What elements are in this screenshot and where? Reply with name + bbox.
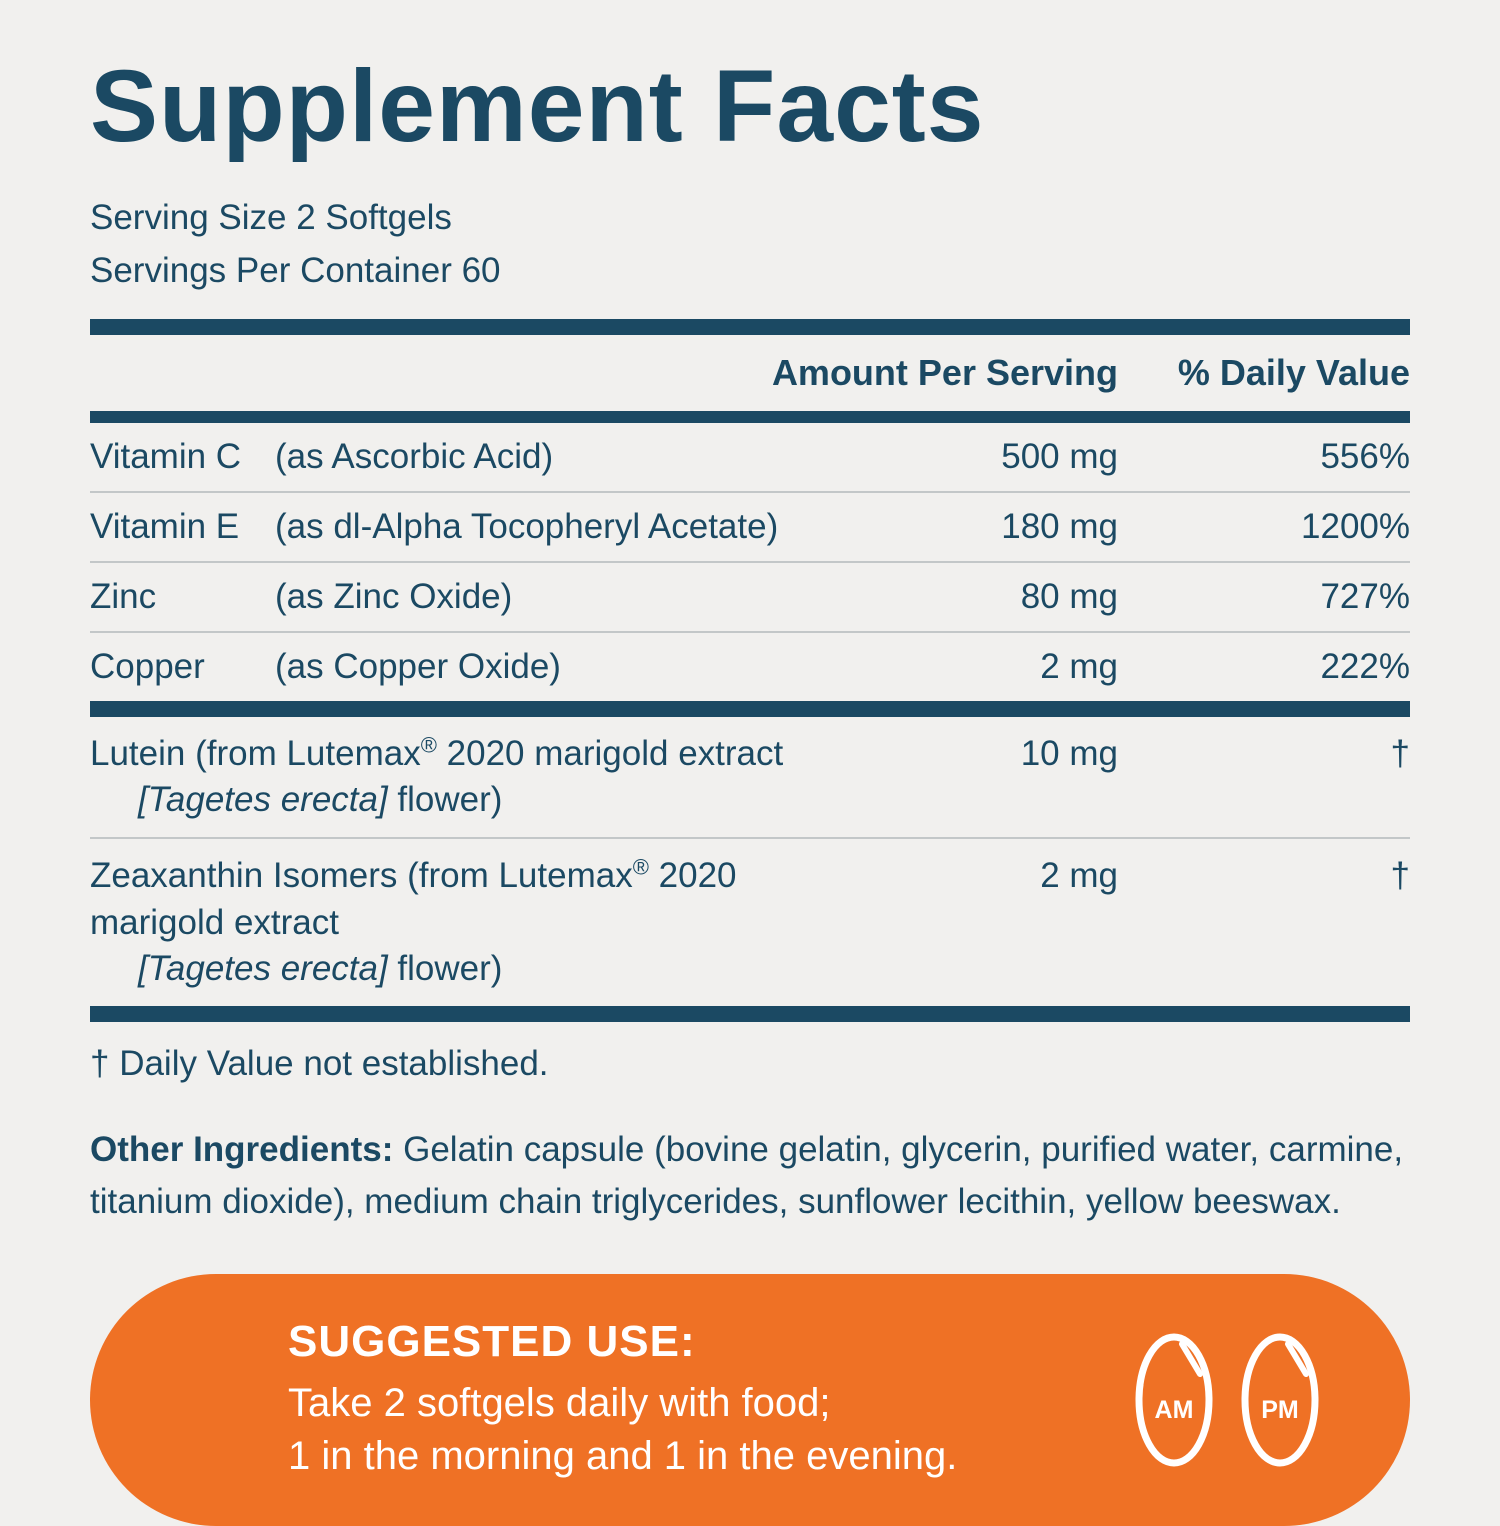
servings-per-container: Servings Per Container 60 [90, 250, 501, 290]
nutrient-form: (as Copper Oxide) [275, 647, 561, 687]
botanical-latin-name: [Tagetes erecta] [138, 780, 388, 820]
ingredient-name: Lutein (from Lutemax® 2020 marigold extr… [90, 732, 784, 820]
nutrient-name: Copper [90, 647, 205, 687]
botanical-table: Lutein (from Lutemax® 2020 marigold extr… [90, 717, 1410, 1006]
nutrient-name: Vitamin E [90, 507, 240, 547]
pm-softgel-icon: PM [1241, 1333, 1319, 1467]
table-header-row: Amount Per Serving % Daily Value [90, 335, 1410, 411]
nutrient-amount: 80 mg [1020, 577, 1118, 617]
am-pm-pill-icons: AM PM [1132, 1328, 1322, 1472]
nutrient-name: Zinc [90, 577, 157, 617]
table-row: Copper (as Copper Oxide) 2 mg 222% [90, 631, 1410, 701]
nutrient-daily-value: 222% [1320, 647, 1410, 687]
column-header-amount: Amount Per Serving [771, 352, 1118, 394]
vitamin-table: Vitamin C (as Ascorbic Acid) 500 mg 556%… [90, 423, 1410, 701]
nutrient-daily-value: † [1390, 856, 1410, 896]
other-ingredients: Other Ingredients: Gelatin capsule (bovi… [90, 1124, 1410, 1228]
nutrient-amount: 180 mg [1001, 507, 1118, 547]
suggested-use-line2: 1 in the morning and 1 in the evening. [288, 1433, 958, 1478]
suggested-use-panel: SUGGESTED USE: Take 2 softgels daily wit… [90, 1273, 1410, 1526]
divider-thick [90, 701, 1410, 718]
table-row: Zeaxanthin Isomers (from Lutemax® 2020 m… [90, 837, 1410, 1006]
suggested-use-line1: Take 2 softgels daily with food; [288, 1380, 831, 1425]
registered-mark: ® [632, 854, 649, 880]
daily-value-footnote: † Daily Value not established. [90, 1044, 549, 1084]
nutrient-daily-value: 556% [1320, 437, 1410, 477]
nutrient-daily-value: 1200% [1301, 507, 1410, 547]
nutrient-form: (as dl-Alpha Tocopheryl Acetate) [275, 507, 779, 547]
nutrient-amount: 2 mg [1040, 647, 1118, 687]
am-label: AM [1155, 1396, 1194, 1424]
nutrient-amount: 10 mg [1020, 734, 1118, 774]
nutrient-name: Vitamin C [90, 437, 242, 477]
botanical-latin-name: [Tagetes erecta] [138, 948, 388, 988]
registered-mark: ® [420, 732, 437, 758]
pm-label: PM [1261, 1396, 1299, 1424]
suggested-use-title: SUGGESTED USE: [288, 1316, 696, 1366]
nutrient-amount: 2 mg [1040, 856, 1118, 896]
table-row: Lutein (from Lutemax® 2020 marigold extr… [90, 717, 1410, 837]
table-row: Zinc (as Zinc Oxide) 80 mg 727% [90, 561, 1410, 631]
nutrient-daily-value: † [1390, 734, 1410, 774]
ingredient-name: Zeaxanthin Isomers (from Lutemax® 2020 m… [90, 854, 737, 988]
serving-size: Serving Size 2 Softgels [90, 198, 452, 238]
divider-thick [90, 1006, 1410, 1023]
page-title: Supplement Facts [90, 49, 985, 163]
other-ingredients-text: Gelatin capsule (bovine gelatin, glyceri… [90, 1130, 1404, 1221]
nutrient-form: (as Ascorbic Acid) [275, 437, 554, 477]
am-softgel-icon: AM [1135, 1333, 1213, 1467]
table-row: Vitamin C (as Ascorbic Acid) 500 mg 556% [90, 423, 1410, 491]
column-header-daily-value: % Daily Value [1177, 352, 1410, 394]
other-ingredients-label: Other Ingredients: [90, 1130, 394, 1170]
table-row: Vitamin E (as dl-Alpha Tocopheryl Acetat… [90, 491, 1410, 561]
nutrient-daily-value: 727% [1320, 577, 1410, 617]
divider-thick [90, 411, 1410, 424]
divider-thick [90, 319, 1410, 336]
suggested-use-text: SUGGESTED USE: Take 2 softgels daily wit… [288, 1317, 1132, 1483]
nutrient-amount: 500 mg [1001, 437, 1118, 477]
nutrient-form: (as Zinc Oxide) [275, 577, 513, 617]
